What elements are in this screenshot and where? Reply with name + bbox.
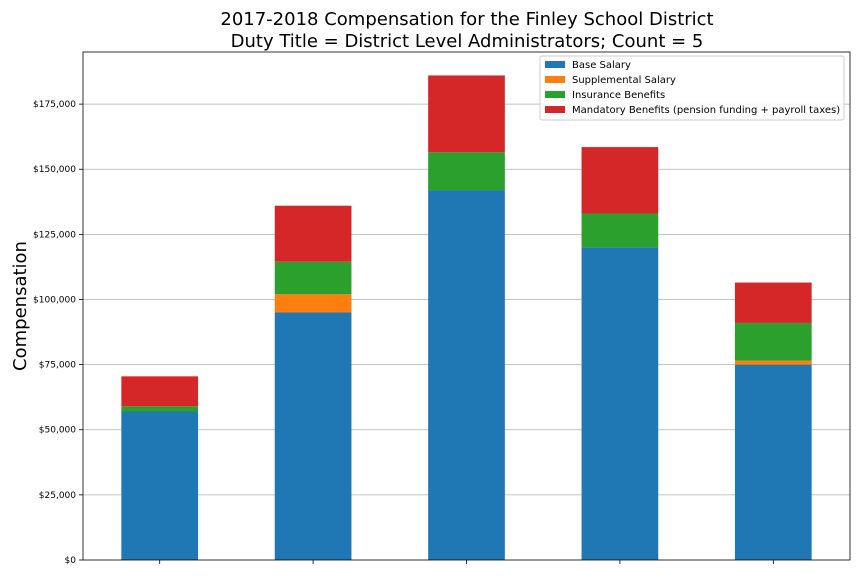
y-tick-label: $25,000 [39, 491, 76, 501]
bar-segment-base-salary [274, 312, 352, 560]
bar-segment-mandatory-benefits-pension-funding-payroll-taxes [581, 147, 659, 214]
bar-segment-insurance-benefits [121, 406, 199, 412]
legend-swatch [545, 76, 565, 83]
chart-title-line-2: Duty Title = District Level Administrato… [231, 31, 704, 52]
legend-label: Insurance Benefits [572, 90, 665, 101]
y-tick-label: $75,000 [39, 361, 76, 371]
bar-segment-mandatory-benefits-pension-funding-payroll-taxes [121, 376, 199, 407]
bar-segment-mandatory-benefits-pension-funding-payroll-taxes [428, 75, 505, 153]
legend-label: Supplemental Salary [572, 75, 676, 86]
bar-segment-base-salary [734, 364, 812, 560]
bar-stacks [121, 75, 812, 561]
bar-segment-insurance-benefits [581, 213, 659, 248]
legend-box [539, 55, 845, 121]
bar-segment-base-salary [121, 411, 199, 560]
bar-segment-base-salary [428, 190, 505, 561]
y-tick-label: $100,000 [33, 295, 76, 305]
legend-swatch [545, 61, 565, 68]
bar-segment-supplemental-salary [274, 294, 352, 313]
legend: Base Salary Supplemental Salary Insurance … [539, 55, 845, 121]
bar-segment-base-salary [581, 247, 659, 560]
y-tick-label: $125,000 [33, 230, 76, 240]
bar-segment-mandatory-benefits-pension-funding-payroll-taxes [274, 205, 352, 262]
plot-frame [82, 51, 851, 561]
bar-segment-insurance-benefits [428, 152, 505, 191]
y-axis-label: Compensation [10, 241, 31, 371]
bar-segment-supplemental-salary [734, 360, 812, 365]
legend-label: Base Salary [572, 60, 631, 71]
y-tick-label: $50,000 [39, 426, 76, 436]
legend-swatch [545, 91, 565, 98]
y-tick-label: $0 [65, 556, 77, 566]
axes: $0 $25,000 $50,000 $75,000 $100,000 $125,000 $… [33, 51, 851, 566]
legend-swatch [545, 106, 565, 113]
bar-segment-insurance-benefits [274, 261, 352, 295]
y-tick-label: $150,000 [33, 165, 76, 175]
legend-label: Mandatory Benefits (pension funding + pa… [572, 105, 840, 116]
y-tick-label: $175,000 [33, 100, 76, 110]
bar-segment-mandatory-benefits-pension-funding-payroll-taxes [734, 282, 812, 323]
chart-title-line-1: 2017-2018 Compensation for the Finley Sc… [220, 9, 713, 30]
bar-segment-insurance-benefits [734, 322, 812, 361]
